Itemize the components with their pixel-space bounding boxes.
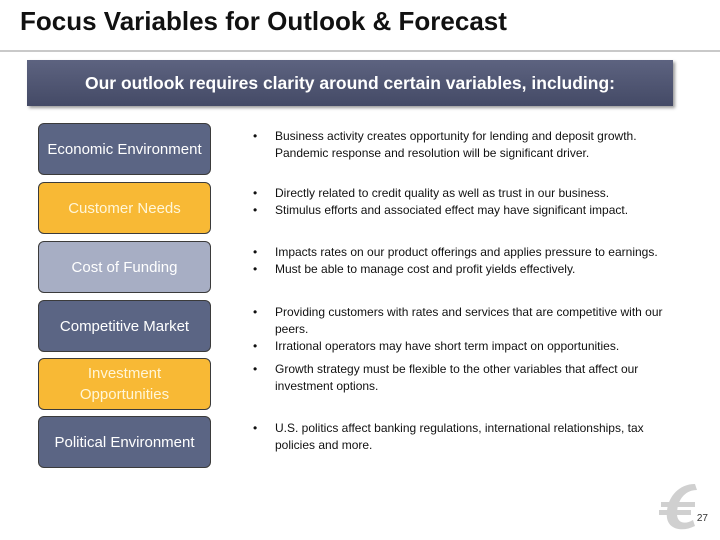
variable-box: Customer Needs — [38, 182, 211, 234]
title-rule — [0, 50, 720, 52]
variable-box: Political Environment — [38, 416, 211, 468]
variable-box: Economic Environment — [38, 123, 211, 175]
variable-box: Cost of Funding — [38, 241, 211, 293]
bullet: Business activity creates opportunity fo… — [250, 128, 675, 162]
title: Focus Variables for Outlook & Forecast — [20, 6, 507, 36]
logo — [659, 484, 697, 530]
bullet: Growth strategy must be flexible to the … — [250, 361, 675, 395]
page-number: 27 — [696, 513, 708, 524]
bullet: Must be able to manage cost and profit y… — [250, 261, 675, 278]
bullet-list: Directly related to credit quality as we… — [250, 185, 675, 219]
bullet: Providing customers with rates and servi… — [250, 304, 675, 338]
bullet: U.S. politics affect banking regulations… — [250, 420, 675, 454]
banner: Our outlook requires clarity around cert… — [27, 60, 673, 106]
bullet: Directly related to credit quality as we… — [250, 185, 675, 202]
bullet-list: Business activity creates opportunity fo… — [250, 128, 675, 162]
bullet-list: U.S. politics affect banking regulations… — [250, 420, 675, 454]
bullet-list: Impacts rates on our product offerings a… — [250, 244, 675, 278]
bullet: Irrational operators may have short term… — [250, 338, 675, 355]
bullet: Stimulus efforts and associated effect m… — [250, 202, 675, 219]
variable-box: Competitive Market — [38, 300, 211, 352]
variable-box: Investment Opportunities — [38, 358, 211, 410]
bullet-list: Growth strategy must be flexible to the … — [250, 361, 675, 395]
bullet-list: Providing customers with rates and servi… — [250, 304, 675, 355]
bullet: Impacts rates on our product offerings a… — [250, 244, 675, 261]
